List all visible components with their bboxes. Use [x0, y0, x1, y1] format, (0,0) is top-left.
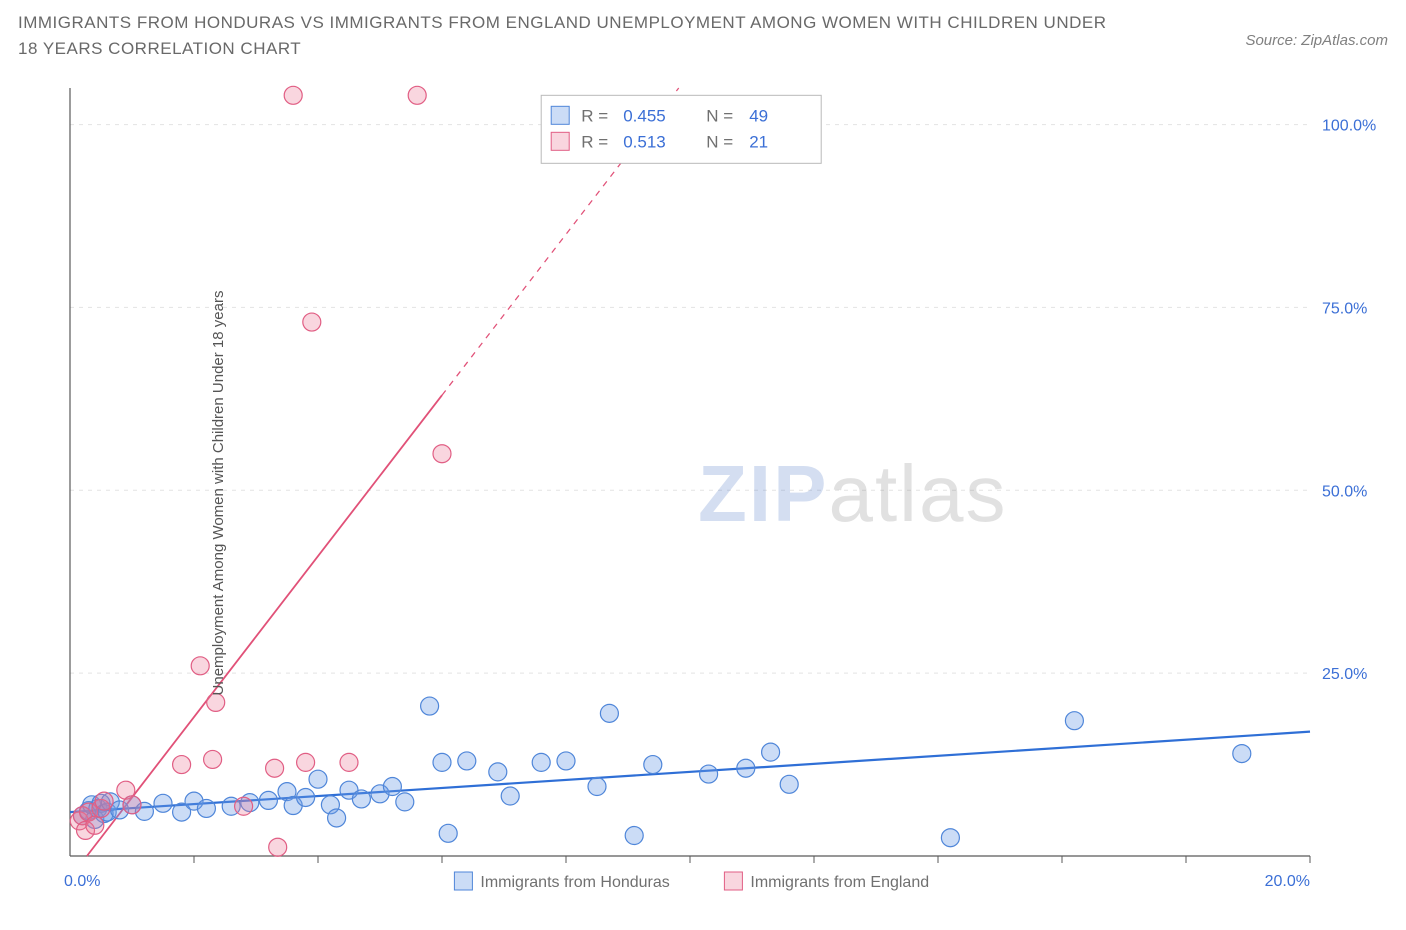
stats-n-label: N =	[706, 132, 733, 151]
data-point	[421, 697, 439, 715]
data-point	[207, 693, 225, 711]
data-point	[204, 750, 222, 768]
stats-n-label: N =	[706, 106, 733, 125]
data-point	[191, 657, 209, 675]
data-point	[625, 827, 643, 845]
data-point	[489, 763, 507, 781]
data-point	[1233, 745, 1251, 763]
stats-r-value: 0.455	[623, 106, 666, 125]
stats-swatch	[551, 132, 569, 150]
stats-r-label: R =	[581, 132, 608, 151]
data-point	[235, 797, 253, 815]
data-point	[95, 792, 113, 810]
y-tick-label: 50.0%	[1322, 483, 1367, 500]
legend-swatch	[724, 872, 742, 890]
data-point	[303, 313, 321, 331]
data-point	[154, 794, 172, 812]
data-point	[297, 753, 315, 771]
data-point	[383, 778, 401, 796]
data-point	[197, 799, 215, 817]
data-point	[297, 788, 315, 806]
data-point	[284, 86, 302, 104]
stats-swatch	[551, 106, 569, 124]
data-point	[1065, 712, 1083, 730]
source-attribution: Source: ZipAtlas.com	[1245, 10, 1388, 49]
x-origin-label: 0.0%	[64, 873, 100, 890]
legend-label: Immigrants from Honduras	[480, 874, 669, 891]
data-point	[941, 829, 959, 847]
data-point	[352, 790, 370, 808]
stats-r-label: R =	[581, 106, 608, 125]
data-point	[600, 704, 618, 722]
data-point	[309, 770, 327, 788]
data-point	[86, 816, 104, 834]
data-point	[439, 824, 457, 842]
data-point	[501, 787, 519, 805]
data-point	[532, 753, 550, 771]
data-point	[433, 753, 451, 771]
stats-n-value: 49	[749, 106, 768, 125]
data-point	[700, 765, 718, 783]
y-tick-label: 75.0%	[1322, 300, 1367, 317]
y-axis-label: Unemployment Among Women with Children U…	[210, 291, 227, 696]
data-point	[408, 86, 426, 104]
data-point	[259, 791, 277, 809]
y-tick-label: 25.0%	[1322, 666, 1367, 683]
data-point	[123, 796, 141, 814]
data-point	[328, 809, 346, 827]
data-point	[269, 838, 287, 856]
x-end-label: 20.0%	[1265, 873, 1310, 890]
data-point	[762, 743, 780, 761]
legend-label: Immigrants from England	[750, 874, 929, 891]
stats-r-value: 0.513	[623, 132, 666, 151]
chart-title: IMMIGRANTS FROM HONDURAS VS IMMIGRANTS F…	[18, 10, 1118, 61]
data-point	[780, 775, 798, 793]
data-point	[557, 752, 575, 770]
data-point	[173, 756, 191, 774]
legend-swatch	[454, 872, 472, 890]
data-point	[737, 759, 755, 777]
data-point	[396, 793, 414, 811]
data-point	[458, 752, 476, 770]
y-tick-label: 100.0%	[1322, 118, 1376, 135]
data-point	[588, 778, 606, 796]
data-point	[266, 759, 284, 777]
data-point	[644, 756, 662, 774]
stats-n-value: 21	[749, 132, 768, 151]
data-point	[340, 753, 358, 771]
data-point	[433, 445, 451, 463]
